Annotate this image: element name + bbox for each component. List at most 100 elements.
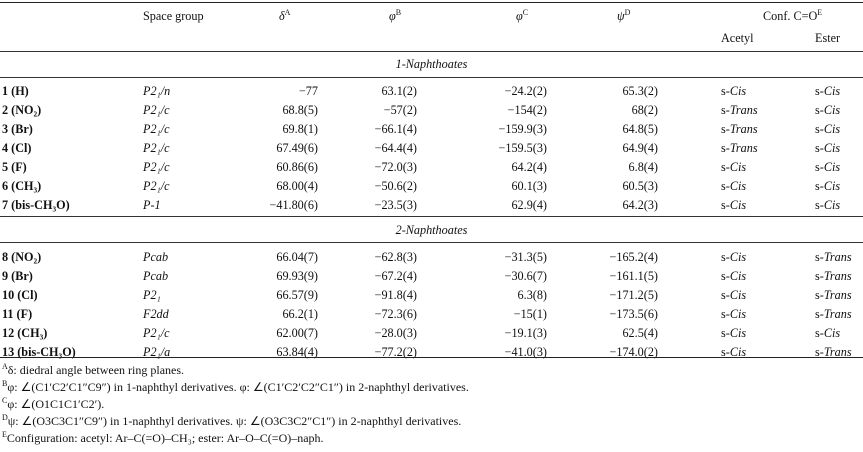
space-group-cell: P2₁/c <box>143 122 170 136</box>
compound-cell: 5 (F) <box>2 160 27 174</box>
compound-cell: 7 (bis-CH₃O) <box>2 198 70 212</box>
phi-c-cell: 62.9(4) <box>511 198 547 212</box>
phi-c-cell: −159.5(3) <box>498 141 547 155</box>
psi-cell: 60.5(3) <box>622 179 658 193</box>
ester-cell: s-Cis <box>815 103 841 117</box>
section-title-1-naphthoates: 1-Naphthoates <box>395 57 468 71</box>
space-group-cell: Pcab <box>143 269 169 283</box>
ester-cell: s-Cis <box>815 326 841 340</box>
ester-cell: s-Trans <box>815 288 852 302</box>
header-acetyl: Acetyl <box>721 31 754 45</box>
space-group-cell: Pcab <box>143 250 169 264</box>
header-space-group: Space group <box>143 9 204 23</box>
header-ester: Ester <box>815 31 841 45</box>
section-separator <box>0 216 863 217</box>
acetyl-cell: s-Cis <box>721 179 747 193</box>
delta-cell: 63.84(4) <box>276 345 318 359</box>
phi-b-cell: −72.0(3) <box>374 160 417 174</box>
delta-cell: 66.04(7) <box>276 250 318 264</box>
acetyl-cell: s-Cis <box>721 345 747 359</box>
delta-cell: 66.2(1) <box>282 307 318 321</box>
footnote: Dψ: ∠(O3C3C1″C9″) in 1-naphthyl derivati… <box>2 413 462 429</box>
phi-c-cell: −41.0(3) <box>504 345 547 359</box>
compound-cell: 9 (Br) <box>2 269 33 283</box>
header-phi-c: φC <box>516 7 529 23</box>
delta-cell: −77 <box>298 84 318 98</box>
space-group-cell: P2₁/c <box>143 179 170 193</box>
acetyl-cell: s-Cis <box>721 288 747 302</box>
delta-cell: 69.8(1) <box>282 122 318 136</box>
section-title-2-naphthoates: 2-Naphthoates <box>395 223 468 237</box>
acetyl-cell: s-Cis <box>721 198 747 212</box>
phi-c-cell: −19.1(3) <box>504 326 547 340</box>
space-group-cell: P2₁/a <box>143 345 171 359</box>
phi-c-cell: 60.1(3) <box>511 179 547 193</box>
phi-b-cell: −64.4(4) <box>374 141 417 155</box>
phi-b-cell: −50.6(2) <box>374 179 417 193</box>
phi-b-cell: −72.3(6) <box>374 307 417 321</box>
compound-cell: 13 (bis-CH₃O) <box>2 345 76 359</box>
acetyl-cell: s-Cis <box>721 250 747 264</box>
acetyl-cell: s-Trans <box>721 103 758 117</box>
delta-cell: 60.86(6) <box>276 160 318 174</box>
ester-cell: s-Trans <box>815 345 852 359</box>
space-group-cell: P2₁/n <box>143 84 171 98</box>
acetyl-cell: s-Cis <box>721 307 747 321</box>
acetyl-cell: s-Trans <box>721 141 758 155</box>
bottom-rule <box>0 357 863 358</box>
header-psi: ψD <box>617 7 631 23</box>
ester-cell: s-Trans <box>815 269 852 283</box>
section-rule-2 <box>0 242 863 243</box>
psi-cell: −174.0(2) <box>609 345 658 359</box>
phi-c-cell: −31.3(5) <box>504 250 547 264</box>
phi-c-cell: −15(1) <box>513 307 547 321</box>
phi-b-cell: −28.0(3) <box>374 326 417 340</box>
footnote: Cφ: ∠(O1C1C1′C2′). <box>2 396 105 412</box>
phi-c-cell: −154(2) <box>507 103 547 117</box>
acetyl-cell: s-Cis <box>721 160 747 174</box>
acetyl-cell: s-Cis <box>721 326 747 340</box>
section-rule-1 <box>0 77 863 78</box>
delta-cell: 62.00(7) <box>276 326 318 340</box>
ester-cell: s-Cis <box>815 198 841 212</box>
psi-cell: 64.8(5) <box>622 122 658 136</box>
header-delta: δA <box>279 7 291 23</box>
delta-cell: 66.57(9) <box>276 288 318 302</box>
phi-b-cell: −91.8(4) <box>374 288 417 302</box>
ester-cell: s-Cis <box>815 141 841 155</box>
compound-cell: 12 (CH₃) <box>2 326 48 340</box>
psi-cell: 65.3(2) <box>622 84 658 98</box>
ester-cell: s-Trans <box>815 307 852 321</box>
psi-cell: 64.2(3) <box>622 198 658 212</box>
footnote: Aδ: diedral angle between ring planes. <box>2 362 185 378</box>
phi-b-cell: −77.2(2) <box>374 345 417 359</box>
delta-cell: 68.8(5) <box>282 103 318 117</box>
header-rule <box>0 51 863 52</box>
space-group-cell: P2₁/c <box>143 160 170 174</box>
footnote: Bφ: ∠(C1′C2′C1″C9″) in 1-naphthyl deriva… <box>2 379 469 395</box>
phi-c-cell: −30.6(7) <box>504 269 547 283</box>
phi-b-cell: −57(2) <box>383 103 417 117</box>
space-group-cell: P2₁/c <box>143 326 170 340</box>
footnote: EConfiguration: acetyl: Ar–C(=O)–CH₃; es… <box>2 430 324 446</box>
phi-c-cell: −159.9(3) <box>498 122 547 136</box>
psi-cell: 6.8(4) <box>628 160 658 174</box>
compound-cell: 1 (H) <box>2 84 29 98</box>
psi-cell: 68(2) <box>631 103 658 117</box>
space-group-cell: P2₁ <box>143 288 161 302</box>
space-group-cell: F2dd <box>143 307 169 321</box>
ester-cell: s-Cis <box>815 122 841 136</box>
header-phi-b: φB <box>389 7 402 23</box>
compound-cell: 6 (CH₃) <box>2 179 42 193</box>
header-conf: Conf. C=OE <box>763 7 823 23</box>
delta-cell: 69.93(9) <box>276 269 318 283</box>
ester-cell: s-Cis <box>815 179 841 193</box>
phi-c-cell: 64.2(4) <box>511 160 547 174</box>
delta-cell: −41.80(6) <box>269 198 318 212</box>
compound-cell: 4 (Cl) <box>2 141 32 155</box>
phi-c-cell: −24.2(2) <box>504 84 547 98</box>
ester-cell: s-Cis <box>815 160 841 174</box>
top-rule <box>0 2 863 3</box>
psi-cell: −161.1(5) <box>609 269 658 283</box>
space-group-cell: P2₁/c <box>143 103 170 117</box>
